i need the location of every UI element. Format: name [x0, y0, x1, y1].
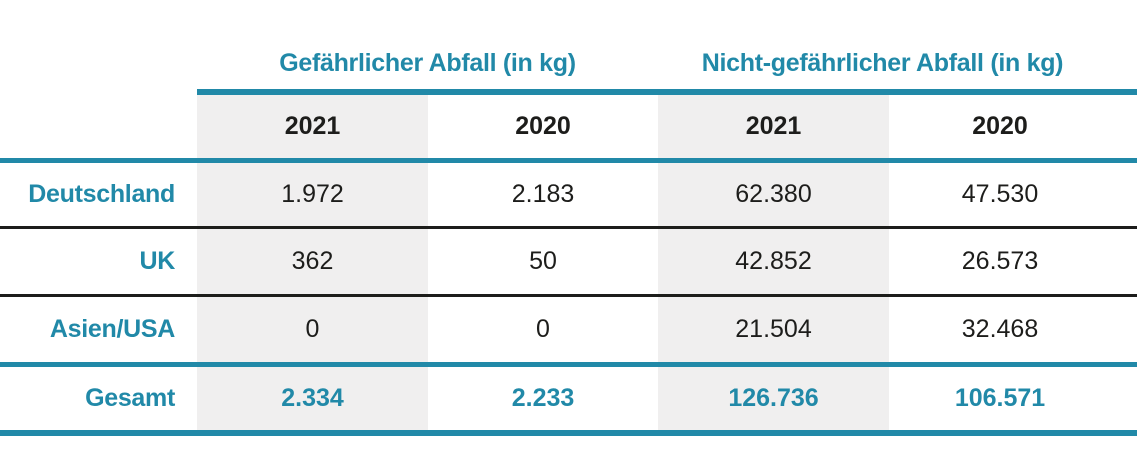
row-label: UK: [139, 247, 175, 275]
cell-value: 50: [529, 247, 557, 275]
table-row-gesamt-total: Gesamt 2.334 2.233 126.736 106.571: [0, 367, 1137, 430]
cell-value: 47.530: [961, 180, 1039, 208]
group-header-spacer: [0, 0, 197, 95]
cell-value: 62.380: [658, 163, 889, 226]
cell-value: 0: [536, 315, 550, 343]
year-header-row: 2021 2020 2021 2020: [0, 95, 1137, 158]
total-cell-value: 2.334: [197, 367, 428, 430]
total-row-top-rule: [0, 362, 1137, 367]
table-bottom-rule: [0, 430, 1137, 436]
year-header-spacer: [0, 95, 197, 158]
row-label: Asien/USA: [49, 315, 175, 343]
year-header-nonhazardous-2021: 2021: [658, 95, 889, 158]
table-row-deutschland: Deutschland 1.972 2.183 62.380 47.530: [0, 163, 1137, 226]
table-row-asien-usa: Asien/USA 0 0 21.504 32.468: [0, 297, 1137, 362]
column-group-hazardous-waste: Gefährlicher Abfall (in kg): [197, 0, 658, 95]
row-label: Deutschland: [28, 180, 175, 208]
bottom-whitespace: [0, 436, 1137, 455]
cell-value: 1.972: [197, 163, 428, 226]
cell-value: 26.573: [961, 247, 1039, 275]
table-row-uk: UK 362 50 42.852 26.573: [0, 229, 1137, 294]
cell-value: 21.504: [658, 297, 889, 362]
year-header-hazardous-2020: 2020: [515, 112, 571, 140]
total-row-label: Gesamt: [85, 384, 175, 412]
cell-value: 2.183: [511, 180, 575, 208]
column-group-non-hazardous-waste: Nicht-gefährlicher Abfall (in kg): [658, 0, 1137, 95]
year-header-nonhazardous-2020: 2020: [972, 112, 1028, 140]
cell-value: 0: [197, 297, 428, 362]
cell-value: 32.468: [961, 315, 1039, 343]
row-divider: [0, 226, 1137, 229]
header-rule: [0, 158, 1137, 163]
total-cell-value: 106.571: [954, 384, 1046, 412]
cell-value: 362: [197, 229, 428, 294]
row-divider: [0, 294, 1137, 297]
cell-value: 42.852: [658, 229, 889, 294]
total-cell-value: 2.233: [511, 384, 575, 412]
column-group-header-row: Gefährlicher Abfall (in kg) Nicht-gefähr…: [0, 0, 1137, 95]
total-cell-value: 126.736: [658, 367, 889, 430]
year-header-hazardous-2021: 2021: [197, 95, 428, 158]
